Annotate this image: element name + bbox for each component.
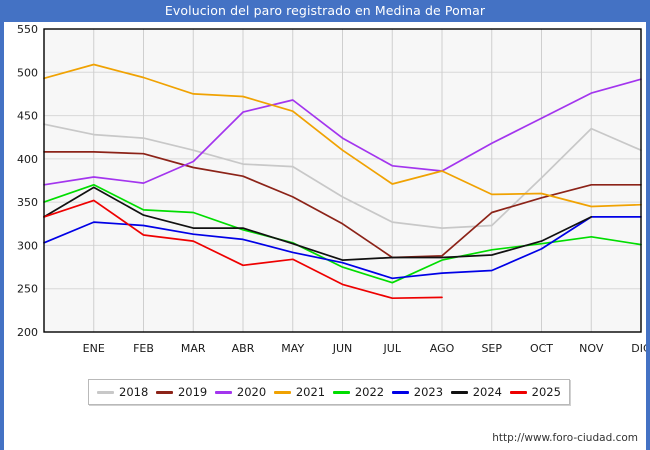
- source-attribution: http://www.foro-ciudad.com: [492, 432, 638, 444]
- legend-swatch-icon: [450, 390, 468, 394]
- x-axis-tick-label: FEB: [133, 342, 154, 355]
- legend-swatch-icon: [214, 390, 232, 394]
- legend-label: 2020: [236, 385, 267, 399]
- legend-item-2020[interactable]: 2020: [214, 385, 267, 399]
- legend-label: 2025: [531, 385, 561, 399]
- legend-swatch-icon: [155, 390, 173, 394]
- y-axis-tick-label: 550: [17, 23, 38, 36]
- page-title: Evolucion del paro registrado en Medina …: [164, 3, 486, 18]
- y-axis-tick-label: 450: [17, 110, 38, 123]
- series-line-2025: [43, 199, 443, 300]
- legend-item-2023[interactable]: 2023: [391, 385, 444, 399]
- series-line-2019: [43, 151, 642, 259]
- x-axis-tick-label: SEP: [481, 342, 502, 355]
- x-axis-tick-label: AGO: [430, 342, 455, 355]
- legend-swatch-icon: [332, 390, 350, 394]
- x-axis-tick-label: JUN: [332, 342, 353, 355]
- x-axis-tick-label: JUL: [383, 342, 402, 355]
- line-chart: 200 250 300 350 400 450 500 550 ENE FEB MAR ABR MAY J…: [17, 23, 646, 355]
- legend-item-2021[interactable]: 2021: [273, 385, 326, 399]
- chart-area: 200 250 300 350 400 450 500 550 ENE FEB MAR ABR MAY J…: [4, 22, 646, 372]
- window-title-bar: Evolucion del paro registrado en Medina …: [0, 0, 650, 22]
- y-axis-tick-label: 400: [17, 153, 38, 166]
- legend-label: 2018: [119, 385, 149, 399]
- x-axis-tick-label: MAY: [281, 342, 304, 355]
- chart-legend: 2018 2019 2020 2021 2022 2023 2024 2025: [88, 379, 570, 405]
- legend-label: 2021: [295, 385, 326, 399]
- legend-label: 2022: [354, 385, 385, 399]
- y-axis-tick-label: 500: [17, 66, 38, 79]
- x-axis-tick-label: MAR: [181, 342, 206, 355]
- legend-swatch-icon: [273, 390, 291, 394]
- legend-item-2024[interactable]: 2024: [450, 385, 502, 399]
- y-axis-tick-label: 350: [17, 196, 38, 209]
- series-line-2023: [43, 216, 642, 280]
- series-line-2022: [43, 183, 642, 284]
- y-axis-tick-label: 300: [17, 239, 38, 252]
- y-axis-tick-label: 200: [17, 326, 38, 339]
- legend-item-2019[interactable]: 2019: [155, 385, 208, 399]
- legend-label: 2023: [413, 385, 444, 399]
- legend-item-2025[interactable]: 2025: [509, 385, 561, 399]
- x-axis-tick-label: OCT: [530, 342, 553, 355]
- series-line-2021: [43, 63, 642, 208]
- legend-swatch-icon: [509, 390, 527, 394]
- x-axis-tick-label: NOV: [579, 342, 604, 355]
- legend-item-2022[interactable]: 2022: [332, 385, 385, 399]
- series-line-2020: [43, 78, 642, 186]
- legend-label: 2024: [472, 385, 502, 399]
- series-line-2024: [43, 186, 593, 261]
- legend-item-2018[interactable]: 2018: [97, 385, 148, 399]
- legend-swatch-icon: [391, 390, 409, 394]
- legend-swatch-icon: [97, 390, 114, 394]
- y-axis-tick-label: 250: [17, 283, 38, 296]
- x-axis-tick-label: ENE: [83, 342, 105, 355]
- x-axis-tick-label: DIC: [631, 342, 646, 355]
- legend-label: 2019: [177, 385, 208, 399]
- series-line-2018: [43, 123, 642, 229]
- x-axis-tick-label: ABR: [232, 342, 255, 355]
